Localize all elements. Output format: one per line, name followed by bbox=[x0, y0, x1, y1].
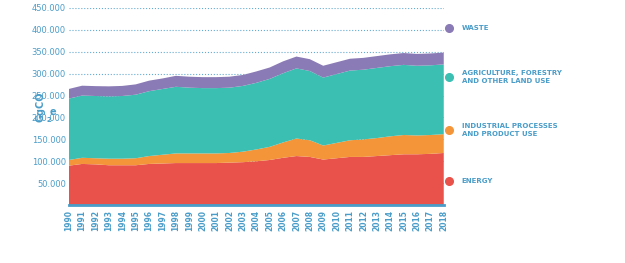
Text: e: e bbox=[50, 107, 56, 118]
Text: 2: 2 bbox=[47, 117, 52, 123]
Text: ENERGY: ENERGY bbox=[462, 179, 493, 184]
Text: AGRICULTURE, FORESTRY
AND OTHER LAND USE: AGRICULTURE, FORESTRY AND OTHER LAND USE bbox=[462, 70, 562, 84]
Text: WASTE: WASTE bbox=[462, 25, 489, 31]
Text: INDUSTRIAL PROCESSES
AND PRODUCT USE: INDUSTRIAL PROCESSES AND PRODUCT USE bbox=[462, 123, 558, 137]
Text: GgCO: GgCO bbox=[36, 91, 46, 122]
